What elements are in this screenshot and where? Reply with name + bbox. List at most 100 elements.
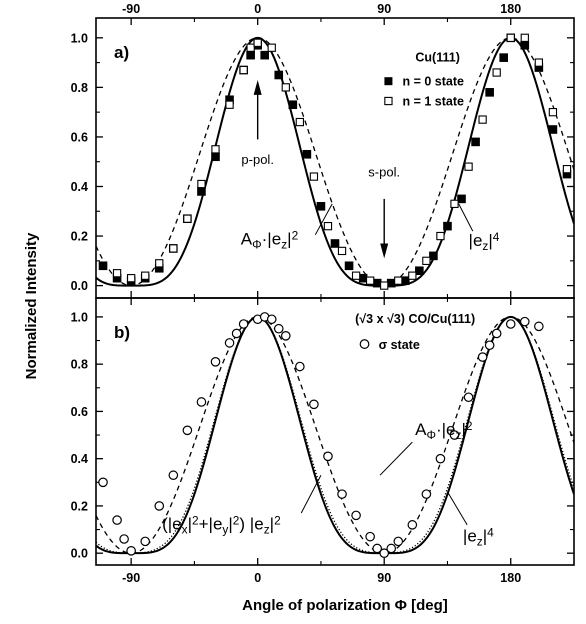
data-point-open-square bbox=[126, 274, 136, 283]
data-point-filled-square bbox=[415, 266, 424, 276]
data-point-filled-square bbox=[443, 221, 452, 231]
data-point-open-circle bbox=[484, 340, 495, 351]
data-point-open-circle bbox=[435, 453, 446, 464]
panel-a: -90 0 90 180 0.0 0.2 0.4 0.6 0.8 1.0 a) Cu(111) n = … bbox=[71, 2, 575, 299]
data-point-open-square bbox=[141, 271, 150, 280]
data-point-open-square bbox=[408, 271, 417, 280]
data-point-open-circle bbox=[463, 392, 474, 403]
data-point-open-circle bbox=[126, 546, 136, 556]
data-point-open-square bbox=[450, 199, 459, 208]
leader-line bbox=[314, 203, 333, 236]
data-point-open-square bbox=[197, 179, 206, 189]
x-top-tick-label: 180 bbox=[500, 2, 521, 16]
data-point-open-square bbox=[464, 162, 473, 171]
data-point-filled-square bbox=[197, 187, 206, 196]
leader-line bbox=[458, 203, 474, 232]
data-point-open-circle bbox=[266, 314, 277, 325]
data-point-open-circle bbox=[140, 536, 151, 547]
data-point-filled-square bbox=[302, 149, 312, 159]
data-point-open-circle bbox=[273, 323, 284, 334]
data-point-open-circle bbox=[505, 319, 516, 329]
panel-label: a) bbox=[114, 43, 129, 62]
data-point-open-square bbox=[436, 231, 445, 241]
curve-label-solid: |ez|4 bbox=[463, 526, 494, 548]
y-tick-label: 0.8 bbox=[71, 358, 88, 372]
data-point-open-circle bbox=[231, 328, 242, 339]
data-point-open-square bbox=[422, 256, 431, 265]
y-tick-label: 0.6 bbox=[71, 130, 88, 144]
data-point-filled-square bbox=[316, 202, 326, 211]
curve-label-dotted: (|ex|2+|ey|2) |ez|2 bbox=[162, 514, 281, 536]
data-point-filled-square bbox=[274, 70, 284, 80]
leader-line bbox=[379, 441, 413, 476]
arrow-head bbox=[253, 79, 262, 95]
legend-marker-filled-square bbox=[384, 77, 393, 86]
x-tick-label: 0 bbox=[254, 571, 261, 585]
data-point-open-circle bbox=[295, 361, 305, 372]
data-point-filled-square bbox=[358, 273, 368, 283]
legend-title: (√3 x √3) CO/Cu(111) bbox=[355, 312, 475, 326]
plot-area bbox=[96, 312, 574, 558]
data-point-open-circle bbox=[168, 470, 179, 481]
panel-b: -90 0 90 180 0.0 0.2 0.4 0.6 0.8 1.0 b) (√3 x √3) C… bbox=[71, 297, 575, 585]
data-point-filled-square bbox=[471, 137, 480, 147]
s-pol-label: s-pol. bbox=[368, 165, 400, 180]
data-point-open-square bbox=[492, 68, 501, 77]
y-tick-label: 0.0 bbox=[71, 279, 88, 293]
data-point-filled-square bbox=[372, 278, 382, 288]
data-point-open-square bbox=[246, 43, 255, 52]
data-point-open-square bbox=[520, 33, 529, 42]
data-point-open-circle bbox=[238, 319, 249, 329]
data-point-filled-square bbox=[246, 50, 255, 60]
curve-label-solid: |ez|4 bbox=[469, 230, 500, 252]
data-point-filled-square bbox=[499, 53, 509, 62]
data-point-open-circle bbox=[365, 531, 375, 542]
data-point-filled-square bbox=[98, 261, 108, 271]
plot-frame bbox=[95, 297, 575, 566]
y-tick-label: 1.0 bbox=[71, 31, 88, 45]
data-point-open-circle bbox=[196, 397, 207, 407]
legend-marker-open-square bbox=[384, 96, 393, 106]
leader-line bbox=[447, 491, 468, 526]
x-tick-label: 90 bbox=[377, 571, 391, 585]
data-point-open-square bbox=[267, 43, 276, 52]
legend-marker-open-circle bbox=[359, 339, 370, 349]
data-point-filled-square bbox=[330, 239, 340, 248]
data-point-open-square bbox=[295, 117, 305, 127]
y-tick-label: 0.4 bbox=[71, 452, 88, 466]
data-point-open-circle bbox=[351, 510, 361, 521]
data-point-open-circle bbox=[224, 338, 235, 348]
data-point-open-square bbox=[253, 38, 262, 47]
curve-dashed bbox=[96, 316, 574, 554]
data-point-open-square bbox=[380, 281, 389, 290]
data-point-open-circle bbox=[491, 328, 502, 339]
data-point-open-circle bbox=[112, 515, 122, 525]
x-top-tick-label: 0 bbox=[254, 2, 261, 16]
data-point-filled-square bbox=[520, 40, 530, 50]
data-point-open-circle bbox=[182, 425, 193, 436]
data-point-filled-square bbox=[211, 152, 220, 162]
y-tick-label: 0.0 bbox=[71, 547, 88, 561]
data-point-filled-square bbox=[386, 278, 396, 288]
data-point-open-square bbox=[548, 108, 558, 117]
data-point-open-square bbox=[169, 244, 178, 253]
y-tick-label: 1.0 bbox=[71, 310, 88, 324]
panel-label: b) bbox=[114, 323, 130, 342]
data-point-open-square bbox=[225, 100, 234, 109]
data-point-open-square bbox=[365, 276, 375, 285]
data-point-filled-square bbox=[288, 100, 298, 110]
x-top-tick-label: 90 bbox=[377, 2, 391, 16]
data-point-open-square bbox=[155, 259, 164, 268]
x-tick-label: -90 bbox=[122, 571, 140, 585]
data-point-open-circle bbox=[449, 430, 460, 440]
data-point-open-square bbox=[211, 145, 220, 154]
data-point-open-circle bbox=[154, 501, 165, 511]
data-point-open-circle bbox=[421, 489, 432, 499]
legend-label: n = 0 state bbox=[402, 75, 464, 89]
data-point-open-circle bbox=[372, 543, 382, 554]
y-tick-label: 0.8 bbox=[71, 81, 88, 95]
data-point-open-circle bbox=[280, 331, 291, 341]
data-point-open-square bbox=[309, 172, 319, 181]
x-top-tick-label: -90 bbox=[122, 2, 140, 16]
y-tick-label: 0.6 bbox=[71, 405, 88, 419]
